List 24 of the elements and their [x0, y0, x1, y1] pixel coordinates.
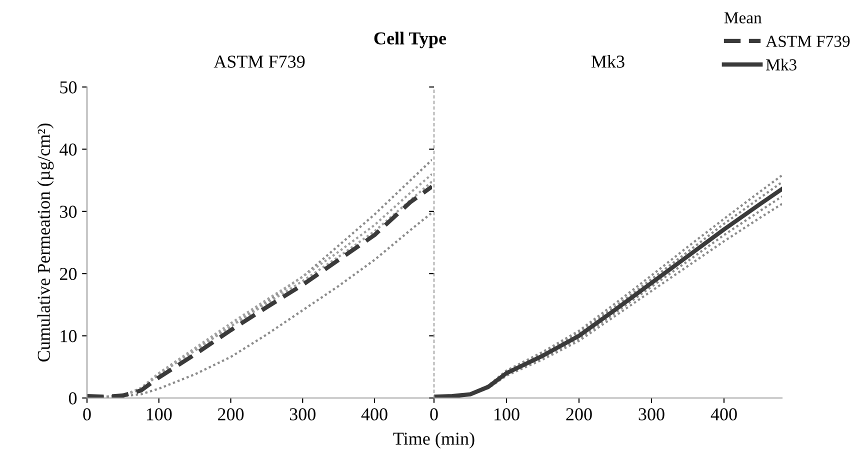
chart-title: Mk3 [591, 55, 624, 68]
y-tick-label: 0 [68, 392, 77, 404]
x-tick-label: 200 [566, 408, 592, 420]
x-tick-label: 300 [638, 408, 664, 420]
x-tick-label: 200 [218, 408, 244, 420]
text: Cell Type [374, 32, 446, 48]
text: Mk3 [766, 58, 796, 70]
y-tick-label: 40 [60, 143, 77, 156]
y-tick-label: 10 [60, 330, 77, 342]
x-tick-label: 400 [361, 408, 388, 420]
x-tick-label: 0 [83, 408, 91, 420]
x-tick-label: 300 [290, 408, 316, 420]
legend-label: ASTM F739 [766, 36, 850, 47]
y-axis-title: Cumulative Permeation (µg/cm²) [37, 124, 54, 362]
chart-title: ASTM F739 [214, 56, 305, 68]
x-tick-label: 100 [494, 408, 520, 420]
x-axis-title: Time (min) [393, 432, 474, 448]
x-tick-label: 400 [710, 408, 737, 420]
y-tick-label: 50 [60, 81, 77, 94]
legend-title: Mean [724, 12, 762, 24]
y-tick-label: 20 [60, 268, 77, 280]
x-tick-label: 0 [430, 408, 438, 420]
y-tick-label: 30 [60, 206, 77, 218]
x-tick-label: 100 [146, 408, 172, 420]
